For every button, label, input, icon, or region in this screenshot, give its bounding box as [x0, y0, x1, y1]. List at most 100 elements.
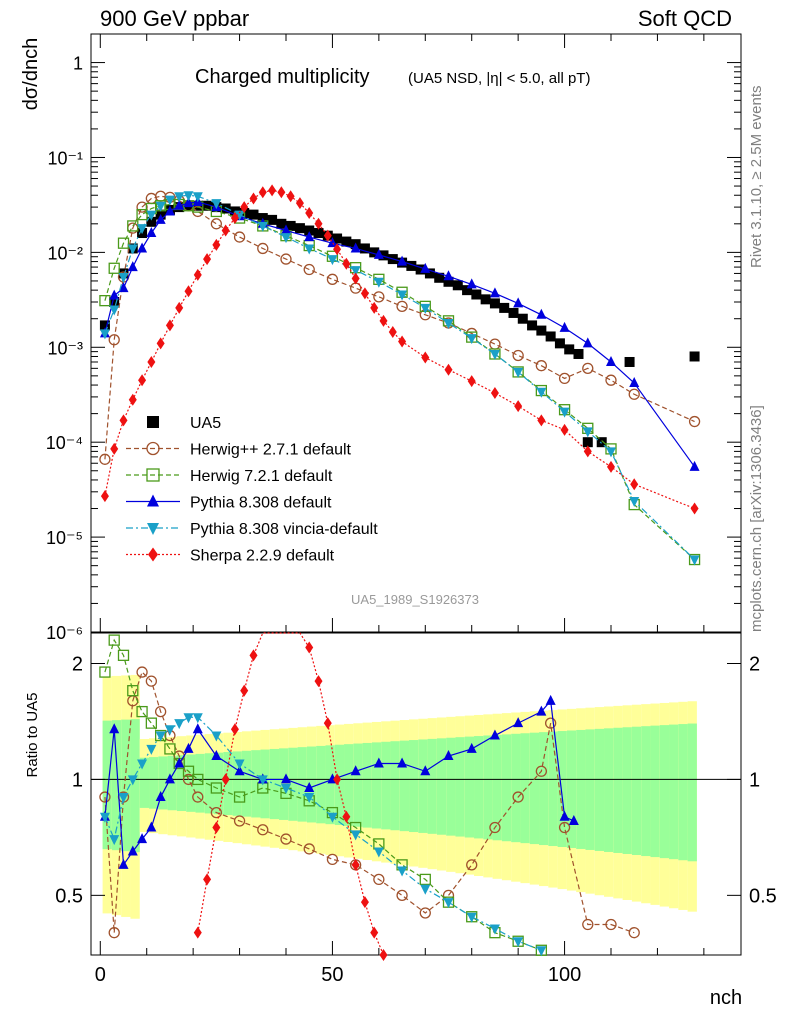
data-point: [110, 442, 119, 455]
data-point: [327, 237, 338, 248]
series-line: [104, 195, 695, 460]
data-point: [212, 821, 221, 834]
ratio-y-tick-label: 1: [72, 769, 83, 791]
data-point: [281, 224, 291, 235]
data-point: [257, 824, 269, 836]
data-point: [443, 750, 454, 761]
data-point: [373, 847, 384, 858]
data-point: [192, 713, 203, 724]
uncertainty-band-stat: [139, 757, 150, 808]
data-point: [689, 351, 700, 362]
data-point: [424, 268, 435, 279]
uncertainty-band-stat: [631, 726, 642, 856]
data-point: [397, 255, 408, 266]
series-ua5: [99, 200, 700, 448]
data-point: [419, 873, 431, 886]
uncertainty-band-stat: [334, 744, 345, 826]
data-point: [332, 233, 343, 244]
uncertainty-band-stat: [604, 728, 614, 852]
data-point: [145, 675, 158, 687]
uncertainty-band-stat: [288, 747, 298, 821]
uncertainty-band-stat: [381, 741, 391, 830]
data-point: [281, 233, 291, 244]
data-point: [286, 190, 295, 203]
data-point: [559, 810, 570, 821]
data-point: [294, 223, 305, 234]
data-point: [233, 791, 246, 803]
data-point: [419, 907, 431, 919]
data-point: [606, 447, 616, 458]
uncertainty-band-stat: [195, 753, 205, 813]
data-point: [333, 773, 342, 786]
legend-entry: Pythia 8.308 vincia-default: [126, 521, 378, 538]
data-point: [350, 242, 361, 253]
data-point: [388, 325, 397, 338]
data-point: [508, 307, 519, 318]
data-point: [629, 377, 640, 388]
data-point: [146, 821, 157, 832]
ratio-y-tick-label: 0.5: [55, 885, 83, 907]
uncertainty-band-stat: [353, 743, 363, 827]
data-point: [326, 853, 339, 866]
data-point: [234, 210, 245, 221]
data-point: [582, 427, 593, 438]
uncertainty-band-stat: [344, 744, 354, 826]
data-point: [164, 725, 175, 736]
data-point: [443, 270, 454, 281]
data-point: [489, 729, 500, 740]
data-point: [466, 278, 477, 289]
analysis-watermark: UA5_1989_S1926373: [351, 592, 479, 607]
series-sherpa-2-2-9-default: [100, 184, 699, 515]
data-point: [527, 320, 538, 331]
data-point: [370, 926, 379, 939]
data-point: [137, 242, 148, 253]
data-point: [258, 186, 267, 199]
data-point: [397, 866, 408, 877]
ratio-series-line: [104, 670, 635, 934]
data-point: [304, 793, 315, 804]
data-point: [406, 260, 417, 271]
data-point: [295, 197, 304, 210]
data-point: [148, 547, 158, 562]
uncertainty-band-stat: [409, 740, 419, 833]
data-point: [489, 924, 500, 935]
data-point: [373, 291, 385, 303]
series-herwig-2-7-1-default: [99, 190, 701, 465]
data-point: [146, 216, 157, 227]
data-point: [220, 203, 231, 214]
uncertainty-band-stat: [269, 748, 280, 820]
data-point: [471, 289, 482, 300]
data-point: [221, 224, 230, 237]
uncertainty-band-stat: [464, 736, 475, 838]
data-point: [146, 210, 157, 221]
data-point: [182, 773, 195, 786]
data-point: [304, 231, 315, 242]
data-point: [434, 272, 445, 283]
data-point: [229, 206, 240, 217]
uncertainty-band-stat: [390, 741, 400, 831]
data-point: [230, 723, 239, 736]
data-point: [443, 898, 454, 909]
ratio-plot-border: [90, 632, 742, 956]
data-point: [690, 502, 699, 515]
data-point: [147, 416, 159, 428]
legend-label: Pythia 8.308 default: [190, 495, 332, 512]
data-point: [313, 228, 324, 239]
data-point: [99, 320, 110, 331]
data-point: [466, 742, 477, 753]
legend-label: Herwig 7.2.1 default: [190, 468, 333, 485]
data-point: [146, 441, 160, 456]
data-point: [99, 791, 111, 803]
data-point: [420, 765, 431, 776]
uncertainty-band-stat: [529, 732, 540, 845]
data-point: [240, 201, 249, 214]
data-point: [582, 437, 593, 448]
energy-label: 900 GeV ppbar: [100, 6, 250, 31]
data-point: [444, 363, 453, 376]
uncertainty-band-stat: [557, 731, 567, 847]
data-point: [155, 201, 166, 212]
data-point: [605, 374, 617, 386]
data-point: [304, 244, 315, 255]
legend-label: Sherpa 2.2.9 default: [190, 548, 335, 565]
data-point: [443, 276, 454, 287]
